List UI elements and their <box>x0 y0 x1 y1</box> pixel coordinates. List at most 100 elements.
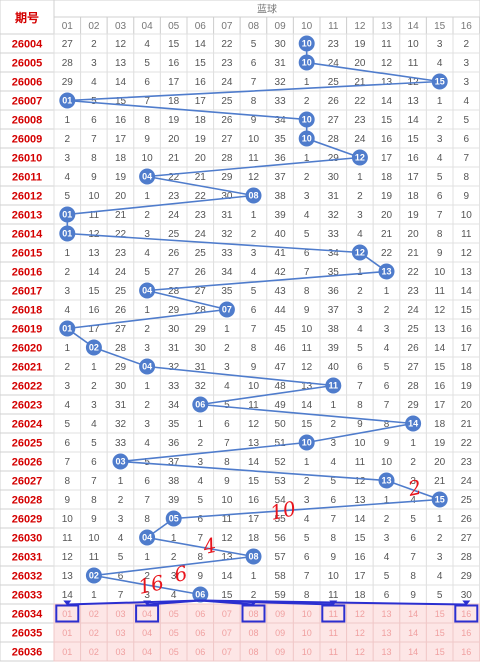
prediction-number: 14 <box>408 647 418 657</box>
miss-count: 3 <box>251 248 257 259</box>
prediction-number: 11 <box>329 647 338 657</box>
miss-count: 14 <box>354 514 366 525</box>
prediction-arrow <box>200 599 467 606</box>
miss-count: 1 <box>304 457 310 468</box>
issue-number: 26007 <box>12 96 43 108</box>
issue-number: 26014 <box>12 229 43 241</box>
miss-count: 4 <box>118 533 124 544</box>
prediction-number: 05 <box>169 647 179 657</box>
miss-count: 5 <box>251 286 257 297</box>
prediction-number: 02 <box>89 647 99 657</box>
miss-count: 5 <box>384 362 390 373</box>
winning-ball <box>139 168 156 185</box>
miss-count: 11 <box>461 229 472 240</box>
miss-count: 4 <box>331 457 337 468</box>
winning-ball <box>431 73 448 90</box>
miss-count: 8 <box>464 172 470 183</box>
miss-count: 21 <box>168 153 180 164</box>
winning-ball-number: 08 <box>248 552 258 562</box>
issue-number: 26023 <box>12 400 43 412</box>
miss-count: 29 <box>115 362 127 373</box>
miss-count: 24 <box>115 267 127 278</box>
miss-count: 8 <box>304 590 310 601</box>
miss-count: 1 <box>91 590 97 601</box>
column-header-01: 01 <box>62 21 74 32</box>
prediction-number: 10 <box>302 609 312 619</box>
prediction-number: 11 <box>329 609 338 619</box>
prediction-number: 08 <box>248 609 258 619</box>
miss-count: 3 <box>357 305 363 316</box>
winning-ball-number: 01 <box>62 229 72 239</box>
miss-count: 23 <box>168 191 180 202</box>
miss-count: 30 <box>461 590 473 601</box>
winning-ball <box>59 92 76 109</box>
miss-count: 37 <box>328 305 340 316</box>
miss-count: 37 <box>168 457 180 468</box>
miss-count: 25 <box>221 96 233 107</box>
miss-count: 13 <box>434 324 446 335</box>
miss-count: 9 <box>91 514 97 525</box>
miss-count: 19 <box>115 172 127 183</box>
winning-ball-number: 14 <box>408 419 418 429</box>
miss-count: 3 <box>437 134 443 145</box>
miss-count: 34 <box>168 400 180 411</box>
miss-count: 5 <box>437 172 443 183</box>
miss-count: 5 <box>251 39 257 50</box>
miss-count: 9 <box>384 438 390 449</box>
miss-count: 3 <box>464 58 470 69</box>
miss-count: 23 <box>328 39 340 50</box>
winning-ball-number: 11 <box>329 381 339 391</box>
miss-count: 7 <box>224 438 230 449</box>
miss-count: 27 <box>328 115 340 126</box>
miss-count: 17 <box>354 571 366 582</box>
column-header-05: 05 <box>168 21 180 32</box>
miss-count: 46 <box>275 343 287 354</box>
miss-count: 6 <box>331 495 337 506</box>
miss-count: 13 <box>301 381 313 392</box>
miss-count: 11 <box>355 457 366 468</box>
prediction-box <box>241 604 266 623</box>
miss-count: 2 <box>224 343 230 354</box>
miss-count: 10 <box>221 495 233 506</box>
miss-count: 11 <box>328 590 339 601</box>
prediction-number: 05 <box>169 609 179 619</box>
miss-count: 26 <box>221 115 233 126</box>
miss-count: 19 <box>408 210 420 221</box>
miss-count: 10 <box>248 381 260 392</box>
miss-count: 17 <box>461 343 473 354</box>
prediction-box <box>55 604 80 623</box>
prediction-arrowhead <box>462 600 471 606</box>
issue-number: 26013 <box>12 210 43 222</box>
prediction-number: 09 <box>275 647 285 657</box>
miss-count: 7 <box>118 590 124 601</box>
miss-count: 7 <box>331 514 337 525</box>
winning-ball <box>325 377 342 394</box>
miss-count: 35 <box>275 134 287 145</box>
winning-ball-number: 06 <box>195 400 205 410</box>
miss-count: 26 <box>168 248 180 259</box>
issue-number: 26012 <box>12 191 43 203</box>
miss-count: 5 <box>464 115 470 126</box>
winning-ball-number: 01 <box>62 210 72 220</box>
miss-count: 7 <box>91 134 97 145</box>
prediction-number: 04 <box>142 647 152 657</box>
miss-count: 29 <box>328 153 340 164</box>
winning-ball <box>139 282 156 299</box>
handwritten-note: 6 <box>172 561 190 587</box>
miss-count: 2 <box>304 476 310 487</box>
winning-ball <box>351 244 368 261</box>
miss-count: 1 <box>251 210 257 221</box>
issue-number: 26021 <box>12 362 43 374</box>
miss-count: 5 <box>118 552 124 563</box>
miss-count: 9 <box>251 362 257 373</box>
miss-count: 14 <box>248 457 260 468</box>
miss-count: 25 <box>328 77 340 88</box>
miss-count: 9 <box>304 305 310 316</box>
blue-ball-group-header: 蓝球 <box>257 3 277 16</box>
prediction-number: 01 <box>62 647 72 657</box>
miss-count: 11 <box>302 343 313 354</box>
miss-count: 1 <box>384 495 390 506</box>
issue-number: 26026 <box>12 457 43 469</box>
miss-count: 28 <box>168 286 180 297</box>
miss-count: 8 <box>304 286 310 297</box>
